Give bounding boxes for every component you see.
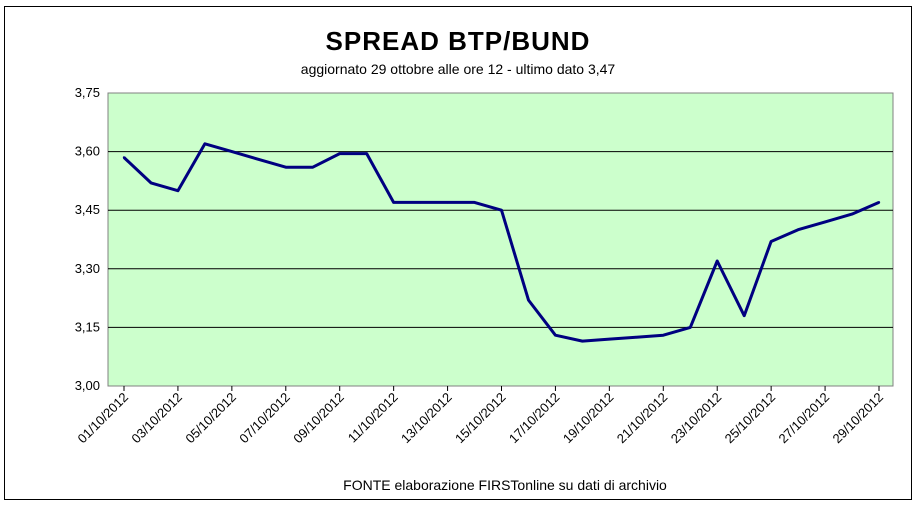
data-point (149, 181, 153, 185)
data-point (500, 209, 503, 212)
y-tick-label: 3,00 (75, 378, 100, 393)
y-axis-ticks: 3,00 3,15 3,30 3,45 3,60 3,75 (75, 85, 100, 393)
data-point (662, 334, 665, 337)
data-point (311, 166, 314, 169)
y-tick-label: 3,75 (75, 85, 100, 100)
x-tick-label: 01/10/2012 (74, 390, 131, 447)
chart-svg: SPREAD BTP/BUND aggiornato 29 ottobre al… (74, 26, 894, 493)
chart-subtitle: aggiornato 29 ottobre alle ore 12 - ulti… (301, 61, 616, 77)
data-point (608, 337, 611, 341)
x-tick-label: 11/10/2012 (345, 390, 401, 446)
data-point (823, 220, 827, 224)
x-tick-label: 27/10/2012 (776, 390, 833, 447)
data-point (257, 158, 261, 161)
data-point (338, 152, 341, 155)
x-tick-label: 21/10/2012 (614, 390, 671, 447)
data-point (877, 201, 881, 204)
x-tick-label: 15/10/2012 (452, 390, 509, 447)
y-tick-label: 3,15 (75, 319, 100, 334)
data-point (365, 152, 368, 155)
y-tick-label: 3,30 (75, 261, 100, 276)
data-point (850, 212, 854, 216)
data-point (392, 201, 395, 204)
data-point (554, 334, 557, 337)
data-point (176, 189, 180, 192)
data-point (742, 314, 746, 317)
y-tick-label: 3,60 (75, 144, 100, 159)
data-point (769, 240, 773, 243)
x-axis-ticks: 01/10/201203/10/201205/10/201207/10/2012… (74, 386, 886, 446)
x-tick-label: 29/10/2012 (829, 390, 886, 447)
chart-frame: SPREAD BTP/BUND aggiornato 29 ottobre al… (4, 6, 912, 500)
x-tick-label: 07/10/2012 (236, 390, 293, 447)
chart-source: FONTE elaborazione FIRSTonline su dati d… (343, 477, 667, 493)
x-tick-label: 03/10/2012 (128, 390, 185, 447)
data-point (689, 326, 692, 329)
x-tick-label: 13/10/2012 (398, 390, 455, 447)
x-tick-label: 09/10/2012 (290, 390, 347, 447)
x-tick-label: 05/10/2012 (182, 390, 239, 447)
data-point (230, 150, 234, 153)
data-point (796, 228, 800, 231)
x-tick-label: 25/10/2012 (722, 390, 779, 447)
x-tick-label: 19/10/2012 (560, 390, 617, 447)
x-tick-label: 23/10/2012 (668, 390, 725, 447)
data-point (527, 298, 530, 302)
data-point (203, 142, 207, 145)
plot-area (107, 92, 894, 387)
data-point (446, 201, 449, 204)
data-point (284, 166, 287, 169)
data-point (716, 259, 719, 263)
data-point (635, 335, 638, 339)
data-point (122, 156, 126, 159)
series-line (122, 142, 881, 343)
y-tick-label: 3,45 (75, 202, 100, 217)
chart-title: SPREAD BTP/BUND (326, 26, 591, 56)
data-point (473, 201, 476, 204)
data-point (581, 339, 584, 343)
data-point (419, 201, 422, 204)
x-tick-label: 17/10/2012 (506, 390, 563, 447)
